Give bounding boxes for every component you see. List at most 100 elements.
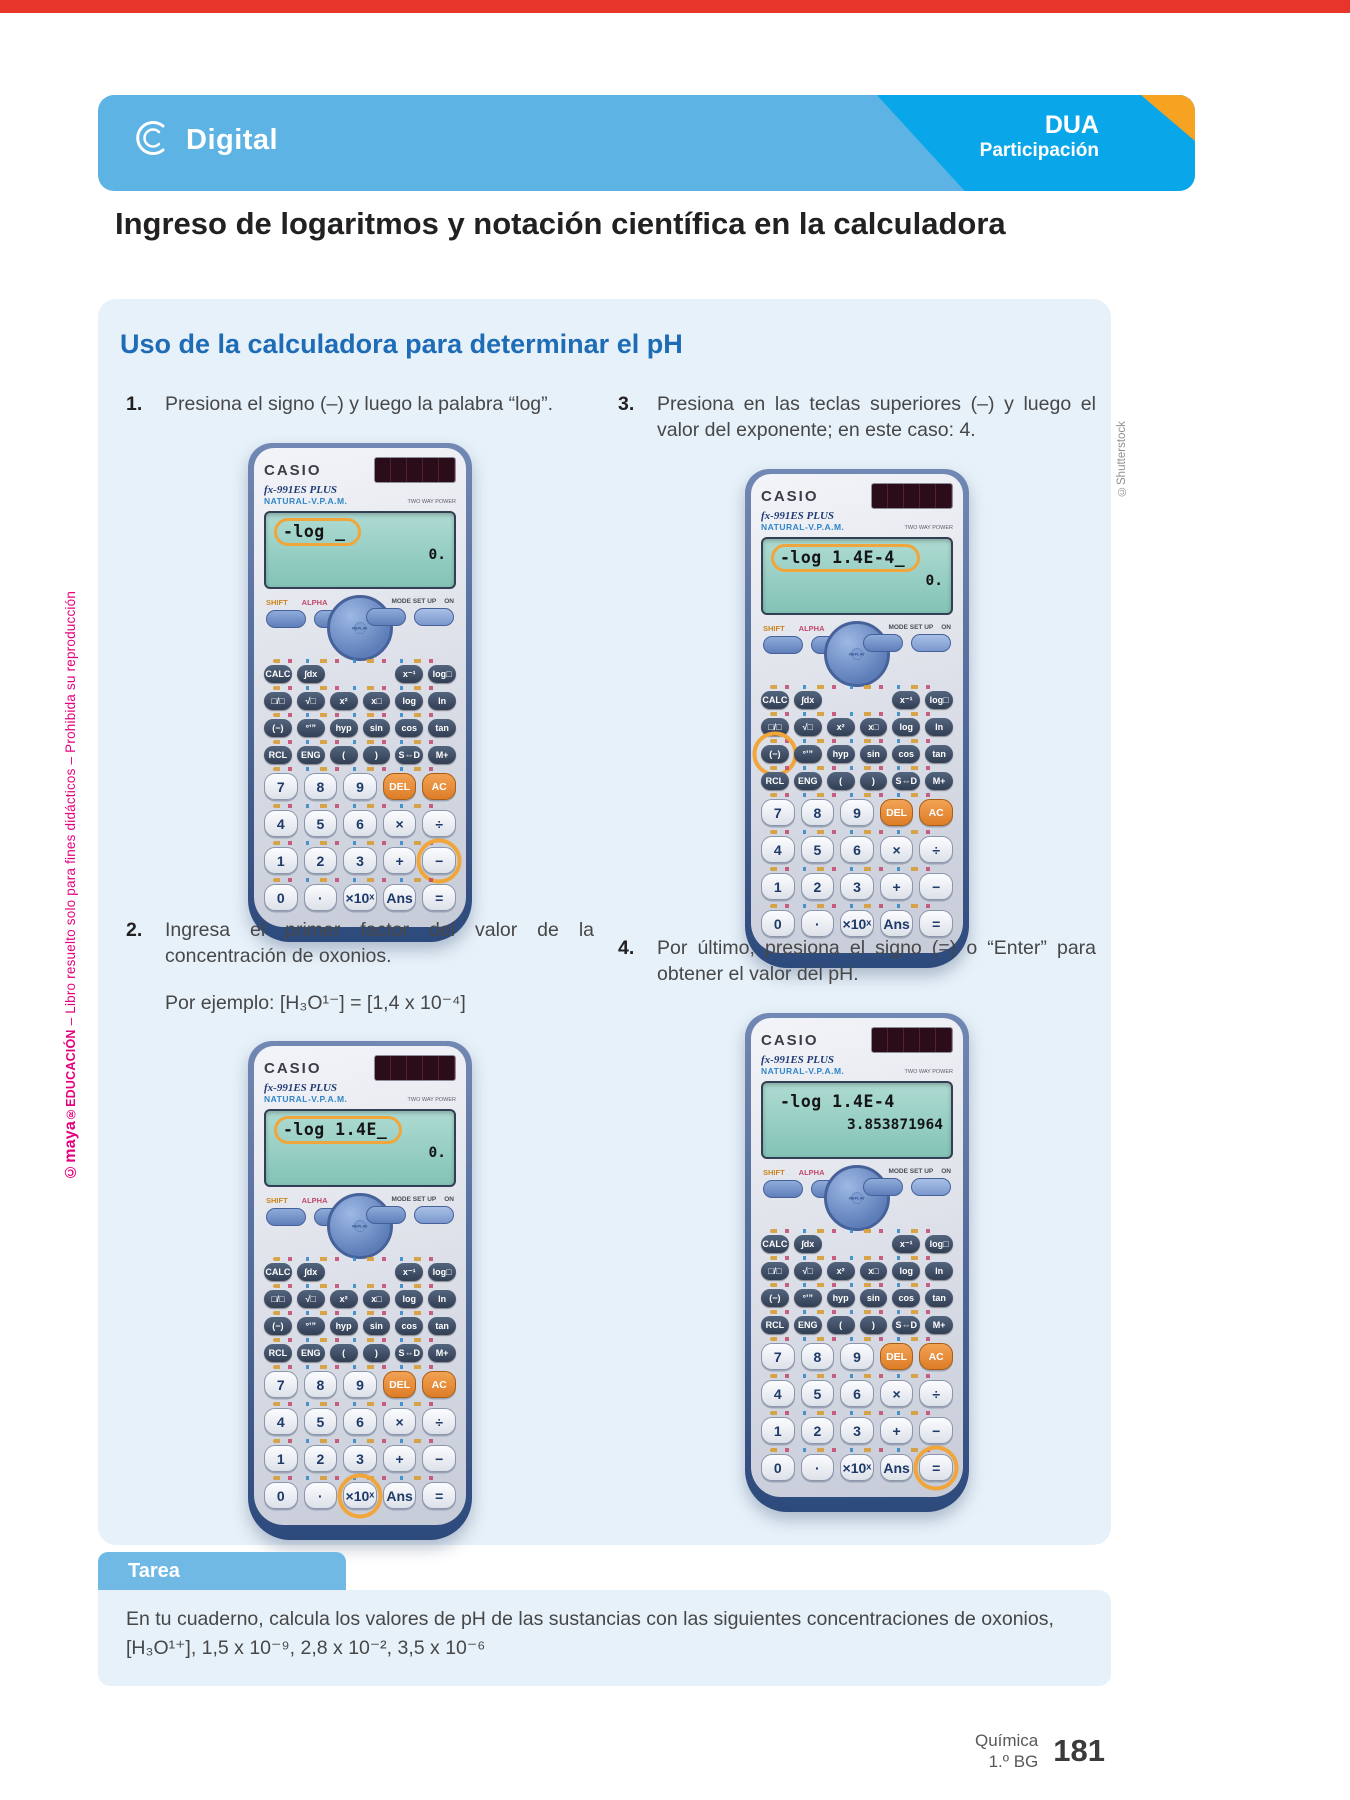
key-cos[interactable]: cos: [395, 719, 424, 738]
key-calc[interactable]: CALC: [264, 1263, 292, 1282]
key-1[interactable]: 1: [264, 847, 298, 875]
key-9[interactable]: 9: [840, 799, 874, 827]
key-eng[interactable]: ENG: [793, 1316, 822, 1335]
key-open-paren[interactable]: (: [329, 746, 358, 765]
key-negate[interactable]: (−): [264, 1317, 292, 1336]
mode-key[interactable]: [863, 634, 903, 653]
key-cos[interactable]: cos: [892, 745, 921, 764]
key-plus[interactable]: +: [382, 1445, 417, 1473]
key-del[interactable]: DEL: [879, 799, 914, 827]
key-4[interactable]: 4: [264, 810, 298, 838]
key-calc[interactable]: CALC: [761, 691, 789, 710]
key-1[interactable]: 1: [761, 1417, 795, 1445]
key-x-squared[interactable]: x²: [826, 718, 855, 737]
key-ln[interactable]: ln: [428, 1290, 456, 1309]
key-eng[interactable]: ENG: [296, 746, 325, 765]
key-equals[interactable]: =: [919, 1454, 953, 1482]
key-sin[interactable]: sin: [859, 1289, 888, 1308]
replay-dpad[interactable]: REPLAY: [824, 621, 890, 688]
key-log-base[interactable]: log□: [428, 665, 456, 684]
key-sqrt[interactable]: √□: [296, 1290, 325, 1309]
key-log-base[interactable]: log□: [925, 1235, 953, 1254]
key-0[interactable]: 0: [264, 1482, 298, 1510]
key-negate[interactable]: (−): [264, 719, 292, 738]
key-tan[interactable]: tan: [428, 1317, 456, 1336]
key-6[interactable]: 6: [343, 810, 377, 838]
key-2[interactable]: 2: [303, 847, 338, 875]
key-5[interactable]: 5: [800, 1380, 835, 1408]
key-tan[interactable]: tan: [925, 745, 953, 764]
key-6[interactable]: 6: [840, 836, 874, 864]
key-9[interactable]: 9: [343, 1371, 377, 1399]
key-plus[interactable]: +: [879, 873, 914, 901]
key-multiply[interactable]: ×: [879, 1380, 914, 1408]
mode-key[interactable]: [366, 1206, 406, 1225]
key-1[interactable]: 1: [761, 873, 795, 901]
key-del[interactable]: DEL: [382, 1371, 417, 1399]
key-divide[interactable]: ÷: [919, 1380, 953, 1408]
key-integral[interactable]: ∫dx: [793, 1235, 822, 1254]
key-calc[interactable]: CALC: [761, 1235, 789, 1254]
key-rcl[interactable]: RCL: [761, 1316, 789, 1335]
key-negate[interactable]: (−): [761, 745, 789, 764]
key-close-paren[interactable]: ): [859, 772, 888, 791]
key-open-paren[interactable]: (: [826, 772, 855, 791]
key-rcl[interactable]: RCL: [761, 772, 789, 791]
key-x-squared[interactable]: x²: [329, 692, 358, 711]
replay-dpad[interactable]: REPLAY: [327, 1193, 393, 1260]
key-exp10[interactable]: ×10ˣ: [343, 884, 377, 912]
key-log[interactable]: log: [395, 1290, 424, 1309]
key-x-squared[interactable]: x²: [826, 1262, 855, 1281]
key-dms[interactable]: °’”: [296, 1317, 325, 1336]
key-tan[interactable]: tan: [925, 1289, 953, 1308]
replay-center[interactable]: REPLAY: [849, 648, 865, 661]
key-3[interactable]: 3: [840, 1417, 874, 1445]
key-log-base[interactable]: log□: [428, 1263, 456, 1282]
key-sqrt[interactable]: √□: [793, 1262, 822, 1281]
key-3[interactable]: 3: [343, 1445, 377, 1473]
key-sin[interactable]: sin: [859, 745, 888, 764]
replay-center[interactable]: REPLAY: [352, 1220, 368, 1233]
key-rcl[interactable]: RCL: [264, 1344, 292, 1363]
key-ans[interactable]: Ans: [879, 1454, 914, 1482]
key-8[interactable]: 8: [303, 773, 338, 801]
key-sd-convert[interactable]: S⇔D: [395, 1344, 424, 1363]
key-dms[interactable]: °’”: [793, 1289, 822, 1308]
key-ln[interactable]: ln: [925, 718, 953, 737]
key-6[interactable]: 6: [840, 1380, 874, 1408]
key-sd-convert[interactable]: S⇔D: [892, 1316, 921, 1335]
on-key[interactable]: [911, 634, 951, 653]
key-plus[interactable]: +: [382, 847, 417, 875]
key-del[interactable]: DEL: [382, 773, 417, 801]
key-fraction[interactable]: □/□: [761, 1262, 789, 1281]
key-log-base[interactable]: log□: [925, 691, 953, 710]
key-6[interactable]: 6: [343, 1408, 377, 1436]
key-7[interactable]: 7: [264, 773, 298, 801]
key-tan[interactable]: tan: [428, 719, 456, 738]
key-integral[interactable]: ∫dx: [296, 665, 325, 684]
key-exp10[interactable]: ×10ˣ: [343, 1482, 377, 1510]
key-sd-convert[interactable]: S⇔D: [892, 772, 921, 791]
key-log[interactable]: log: [395, 692, 424, 711]
replay-center[interactable]: REPLAY: [352, 622, 368, 634]
key-eng[interactable]: ENG: [793, 772, 822, 791]
key-equals[interactable]: =: [422, 1482, 456, 1510]
key-2[interactable]: 2: [800, 1417, 835, 1445]
key-multiply[interactable]: ×: [382, 1408, 417, 1436]
key-minus[interactable]: −: [919, 1417, 953, 1445]
key-equals[interactable]: =: [422, 884, 456, 912]
key-open-paren[interactable]: (: [826, 1316, 855, 1335]
on-key[interactable]: [414, 1206, 454, 1225]
shift-key[interactable]: [763, 1180, 803, 1199]
key-del[interactable]: DEL: [879, 1343, 914, 1371]
key-ac[interactable]: AC: [919, 1343, 953, 1371]
mode-key[interactable]: [863, 1178, 903, 1197]
key-exp10[interactable]: ×10ˣ: [840, 1454, 874, 1482]
shift-key[interactable]: [763, 636, 803, 655]
shift-key[interactable]: [266, 1208, 306, 1227]
key-8[interactable]: 8: [800, 799, 835, 827]
key-fraction[interactable]: □/□: [761, 718, 789, 737]
key-eng[interactable]: ENG: [296, 1344, 325, 1363]
key-close-paren[interactable]: ): [362, 1344, 391, 1363]
key-x-inverse[interactable]: x⁻¹: [395, 665, 424, 684]
